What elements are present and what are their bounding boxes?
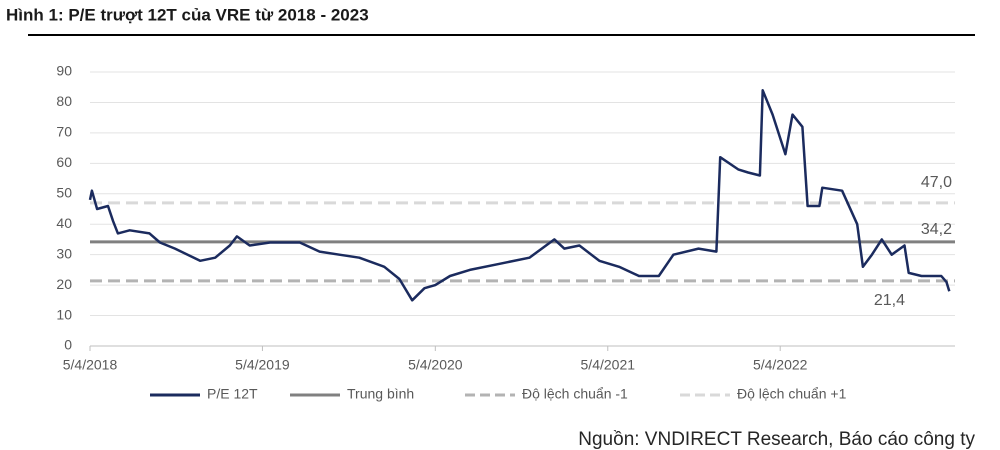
x-tick-label: 5/4/2019: [235, 357, 290, 373]
reference-label: 47,0: [921, 174, 952, 191]
y-tick-label: 90: [56, 63, 72, 79]
y-tick-label: 10: [56, 306, 72, 322]
x-tick-label: 5/4/2021: [581, 357, 636, 373]
x-tick-label: 5/4/2022: [753, 357, 808, 373]
y-tick-label: 80: [56, 93, 72, 109]
x-tick-label: 5/4/2020: [408, 357, 463, 373]
reference-label: 21,4: [874, 292, 905, 309]
source: Nguồn: VNDIRECT Research, Báo cáo công t…: [578, 429, 975, 450]
y-tick-label: 60: [56, 154, 72, 170]
legend-label: P/E 12T: [207, 386, 258, 402]
legend-label: Độ lệch chuẩn -1: [522, 386, 628, 402]
y-tick-label: 40: [56, 215, 72, 231]
y-tick-label: 20: [56, 276, 72, 292]
y-tick-label: 70: [56, 124, 72, 140]
y-tick-label: 50: [56, 184, 72, 200]
legend-label: Trung bình: [347, 386, 414, 402]
y-tick-label: 30: [56, 245, 72, 261]
x-tick-label: 5/4/2018: [63, 357, 118, 373]
legend-label: Độ lệch chuẩn +1: [737, 386, 847, 402]
y-tick-label: 0: [64, 337, 72, 353]
chart-title: Hình 1: P/E trượt 12T của VRE từ 2018 - …: [6, 5, 369, 24]
reference-label: 34,2: [921, 221, 952, 238]
data-line: [88, 89, 951, 302]
